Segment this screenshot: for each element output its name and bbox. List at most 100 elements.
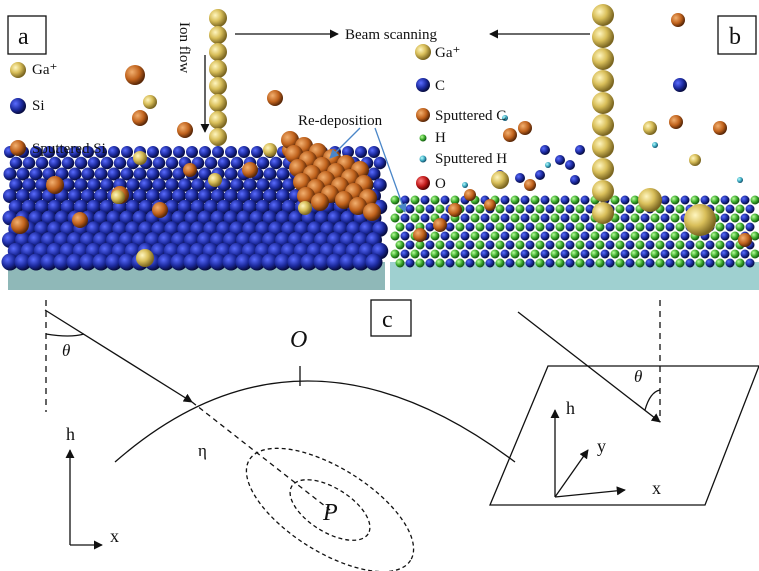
atom xyxy=(496,223,505,232)
atom xyxy=(751,250,759,259)
atom xyxy=(736,259,745,268)
atom xyxy=(681,250,690,259)
atom xyxy=(218,157,231,170)
atom xyxy=(566,259,575,268)
atom xyxy=(541,232,550,241)
point-label: P xyxy=(322,500,338,526)
atom xyxy=(374,157,387,170)
annotation-lines xyxy=(8,16,759,571)
atom xyxy=(576,223,585,232)
atom xyxy=(416,259,425,268)
atom xyxy=(576,259,585,268)
atom xyxy=(581,196,590,205)
atom xyxy=(476,205,485,214)
atom xyxy=(641,250,650,259)
atom xyxy=(616,205,625,214)
atom xyxy=(596,259,605,268)
atom xyxy=(416,78,430,92)
atom xyxy=(401,232,410,241)
atom xyxy=(741,196,750,205)
atom xyxy=(503,128,517,142)
atom xyxy=(546,205,555,214)
atom xyxy=(436,205,445,214)
atom xyxy=(406,241,415,250)
atom xyxy=(481,232,490,241)
atoms xyxy=(2,4,759,290)
atom xyxy=(521,196,530,205)
atom xyxy=(601,232,610,241)
atom xyxy=(516,259,525,268)
atom xyxy=(391,232,400,241)
atom xyxy=(476,241,485,250)
atom xyxy=(481,250,490,259)
atom xyxy=(636,223,645,232)
atom xyxy=(311,193,329,211)
atom xyxy=(456,259,465,268)
atom xyxy=(616,241,625,250)
atom xyxy=(526,223,535,232)
atom xyxy=(566,241,575,250)
atom xyxy=(531,214,540,223)
atom xyxy=(611,250,620,259)
atom xyxy=(561,214,570,223)
atom xyxy=(23,157,36,170)
atom xyxy=(10,140,26,156)
atom xyxy=(426,241,435,250)
atom xyxy=(651,232,660,241)
atom xyxy=(741,250,750,259)
atom xyxy=(551,232,560,241)
atom xyxy=(546,259,555,268)
atom xyxy=(531,196,540,205)
atom xyxy=(611,232,620,241)
atom xyxy=(551,250,560,259)
atom xyxy=(88,157,101,170)
atom xyxy=(62,157,75,170)
atom xyxy=(49,157,62,170)
atom xyxy=(225,146,237,158)
atom xyxy=(199,146,211,158)
atom xyxy=(684,204,716,236)
atom xyxy=(621,196,630,205)
atom xyxy=(431,196,440,205)
atom xyxy=(666,241,675,250)
atom xyxy=(546,223,555,232)
atom xyxy=(506,241,515,250)
atom xyxy=(626,223,635,232)
atom xyxy=(571,214,580,223)
atom xyxy=(726,223,735,232)
atom xyxy=(521,232,530,241)
atom xyxy=(496,259,505,268)
atom xyxy=(606,259,615,268)
atom xyxy=(521,214,530,223)
axis-label: x xyxy=(652,478,661,498)
atom xyxy=(391,196,400,205)
atom xyxy=(686,241,695,250)
atom xyxy=(716,223,725,232)
atom xyxy=(166,157,179,170)
atom xyxy=(741,214,750,223)
panel-label: c xyxy=(382,307,393,333)
theta: θ xyxy=(634,367,642,386)
atom xyxy=(416,108,430,122)
atom xyxy=(576,241,585,250)
atom xyxy=(541,196,550,205)
atom xyxy=(591,232,600,241)
atom xyxy=(147,146,159,158)
atom xyxy=(209,43,227,61)
atom xyxy=(484,199,496,211)
atom xyxy=(671,13,685,27)
atom xyxy=(426,205,435,214)
atom xyxy=(411,214,420,223)
atom xyxy=(651,250,660,259)
atom xyxy=(451,232,460,241)
substrate xyxy=(390,262,759,290)
atom xyxy=(661,250,670,259)
atom xyxy=(143,95,157,109)
legend-label: Ga⁺ xyxy=(435,45,460,61)
atom xyxy=(132,110,148,126)
atom xyxy=(486,241,495,250)
atom xyxy=(209,26,227,44)
atom xyxy=(551,196,560,205)
atom xyxy=(656,223,665,232)
atom xyxy=(701,196,710,205)
